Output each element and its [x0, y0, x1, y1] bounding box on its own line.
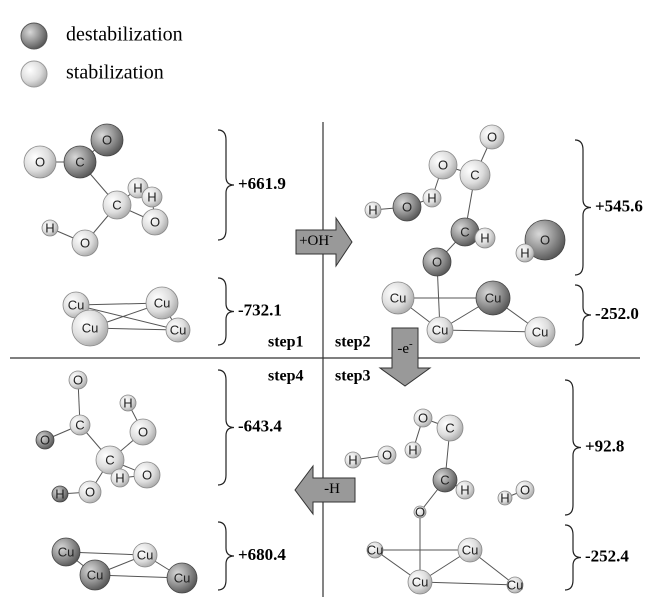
atom-label: C [440, 472, 449, 487]
atom-label: O [102, 132, 112, 147]
atom-label: C [105, 452, 114, 467]
atom-label: Cu [87, 567, 104, 582]
atom-label: O [487, 129, 497, 144]
atom-label: H [45, 220, 54, 235]
atom-label: Cu [174, 570, 191, 585]
energy-label: +661.9 [238, 174, 286, 193]
atom-label: O [418, 410, 428, 425]
arrow-text: -H [324, 481, 340, 497]
arrow-label: -H [324, 481, 340, 497]
atom-label: Cu [68, 297, 85, 312]
atom-label: O [150, 214, 160, 229]
atom-label: O [382, 447, 392, 462]
brace [218, 370, 234, 485]
atom-label: H [123, 395, 132, 410]
energy-label: -252.4 [585, 546, 629, 565]
atom-label: O [80, 235, 90, 250]
atom-label: H [427, 190, 436, 205]
atom-label: H [133, 180, 142, 195]
energy-label: +92.8 [585, 436, 624, 455]
atom-label: O [138, 424, 148, 439]
atom-label: C [112, 197, 121, 212]
atom-label: O [520, 482, 530, 497]
atom-label: C [75, 154, 84, 169]
arrow-text: +OH [299, 233, 329, 249]
atom-label: Cu [507, 577, 524, 592]
atom-label: O [438, 157, 448, 172]
atom-label: O [73, 372, 83, 387]
diagram: destabilization stabilization step1OCOCH… [0, 0, 658, 597]
atom-label: H [55, 486, 64, 501]
atom-label: O [35, 154, 45, 169]
brace [575, 285, 591, 345]
atom-label: Cu [58, 544, 75, 559]
atom-label: H [480, 230, 489, 245]
atom-label: Cu [462, 542, 479, 557]
atom-label: Cu [485, 290, 502, 305]
atom-label: O [540, 232, 550, 247]
energy-label: -732.1 [238, 300, 282, 319]
brace [218, 130, 234, 240]
atom-label: C [445, 420, 454, 435]
brace [565, 525, 581, 590]
atom-label: Cu [390, 290, 407, 305]
atom-label: Cu [412, 574, 429, 589]
atom-label: Cu [367, 542, 384, 557]
atom-label: H [520, 245, 529, 260]
bond [420, 582, 515, 585]
energy-label: +680.4 [238, 545, 286, 564]
atom-label: H [500, 490, 509, 505]
step-label: step3 [335, 368, 371, 385]
legend-swatch [21, 23, 47, 49]
atom-label: C [460, 224, 469, 239]
arrow-superscript: - [409, 338, 413, 350]
brace [218, 522, 234, 590]
legend-label: stabilization [66, 62, 164, 84]
atom-label: H [408, 442, 417, 457]
atom-label: H [368, 202, 377, 217]
atom-label: Cu [170, 322, 187, 337]
arrow-superscript: - [329, 230, 333, 242]
step-label: step1 [268, 334, 304, 351]
step-label: step2 [335, 334, 371, 351]
atom-label: Cu [137, 547, 154, 562]
legend-swatch [21, 61, 47, 87]
atom-label: Cu [532, 324, 549, 339]
arrow-label: +OH- [299, 230, 333, 250]
atom-label: O [85, 484, 95, 499]
atom-label: O [40, 432, 50, 447]
atom-label: O [415, 504, 425, 519]
atom-label: Cu [432, 322, 449, 337]
brace [218, 278, 234, 345]
atom-label: O [402, 199, 412, 214]
legend-label: destabilization [66, 24, 183, 46]
atom-label: C [75, 417, 84, 432]
arrow-text: -e [397, 341, 409, 357]
energy-label: +545.6 [595, 196, 643, 215]
atom-label: O [142, 467, 152, 482]
atom-label: Cu [82, 320, 99, 335]
atom-label: H [115, 470, 124, 485]
atom-label: Cu [154, 295, 171, 310]
brace [575, 140, 591, 275]
atom-label: C [470, 167, 479, 182]
brace [565, 380, 581, 515]
atom-label: O [432, 254, 442, 269]
atom-label: H [460, 482, 469, 497]
atom-label: H [147, 189, 156, 204]
step-label: step4 [268, 368, 304, 385]
atom-label: H [348, 452, 357, 467]
energy-label: -252.0 [595, 304, 639, 323]
energy-label: -643.4 [238, 416, 282, 435]
